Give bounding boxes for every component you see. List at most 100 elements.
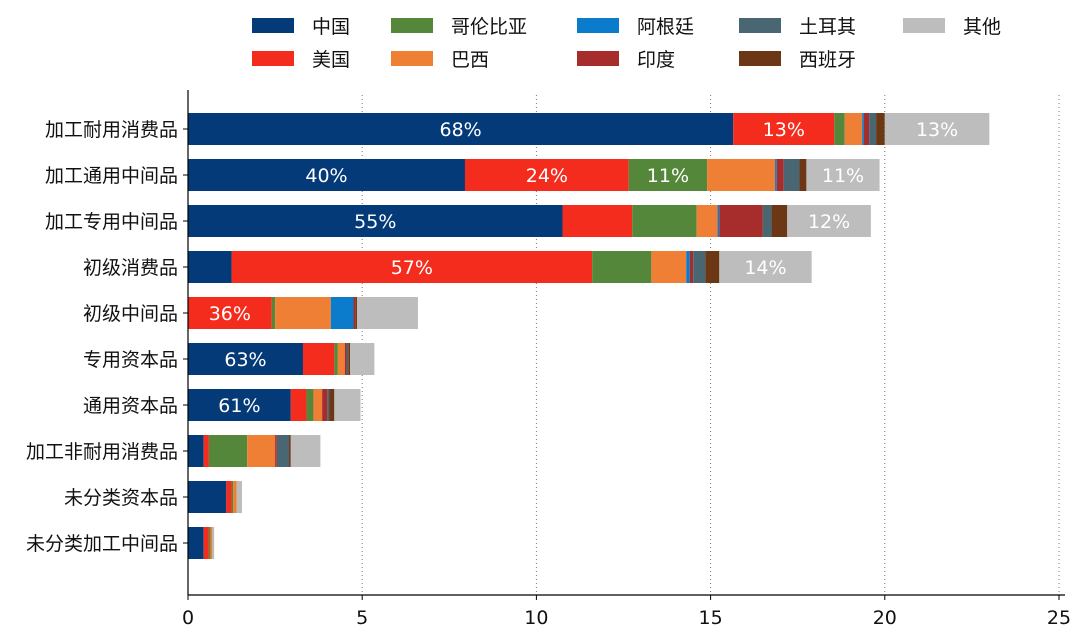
legend-swatch <box>391 51 433 66</box>
bar-segment <box>188 389 291 421</box>
bar-segment <box>275 435 277 467</box>
bar-segment <box>876 113 885 145</box>
bar-segment <box>233 481 237 513</box>
bar-segment <box>693 251 706 283</box>
category-label: 未分类加工中间品 <box>26 533 178 555</box>
bar-segment <box>356 297 418 329</box>
bar-segment <box>834 113 845 145</box>
legend-swatch <box>391 18 433 33</box>
bar-segment <box>212 527 215 559</box>
data-label: 68% <box>440 119 482 141</box>
legend-swatch <box>739 51 781 66</box>
data-label: 11% <box>822 165 864 187</box>
bar-segment <box>289 435 291 467</box>
axes: 加工耐用消费品加工通用中间品加工专用中间品初级消费品初级中间品专用资本品通用资本… <box>26 90 1071 629</box>
bar-segment <box>334 389 361 421</box>
legend-label: 中国 <box>312 16 350 38</box>
legend-label: 西班牙 <box>799 49 856 71</box>
data-label: 24% <box>526 165 568 187</box>
x-tick-label: 15 <box>699 607 723 629</box>
data-label: 11% <box>647 165 689 187</box>
bar-segment <box>346 343 349 375</box>
data-label: 61% <box>218 395 260 417</box>
category-label: 初级中间品 <box>83 303 178 325</box>
legend-swatch <box>577 51 619 66</box>
bar-segment <box>705 251 720 283</box>
bar-segment <box>869 113 877 145</box>
bar-segment <box>775 159 777 191</box>
data-label: 13% <box>916 119 958 141</box>
x-tick-label: 0 <box>182 607 194 629</box>
x-tick-label: 5 <box>356 607 368 629</box>
data-label: 14% <box>744 257 786 279</box>
bar-segment <box>348 343 351 375</box>
bar-segment <box>350 343 375 375</box>
legend-label: 土耳其 <box>799 16 856 38</box>
bar-segment <box>208 435 248 467</box>
bar-segment <box>717 205 720 237</box>
bar-segment <box>353 297 356 329</box>
bar-segment <box>188 435 204 467</box>
data-label: 55% <box>354 211 396 233</box>
bar-segment <box>276 435 290 467</box>
bars <box>188 113 990 559</box>
bar-segment <box>313 389 323 421</box>
legend-label: 印度 <box>637 49 675 71</box>
data-labels: 68% 13% 13% 40% 24% 11% 11% 55% 12% 57% 14% 36% 63% 6… <box>209 119 958 417</box>
bar-segment <box>719 205 763 237</box>
legend-swatch <box>252 51 294 66</box>
bar-segment <box>707 159 776 191</box>
bar-segment <box>787 205 871 237</box>
data-label: 36% <box>209 303 251 325</box>
bar-segment <box>799 159 807 191</box>
data-label: 12% <box>808 211 850 233</box>
bar-segment <box>188 527 204 559</box>
category-label: 初级消费品 <box>83 257 178 279</box>
x-tick-label: 10 <box>524 607 548 629</box>
bar-segment <box>844 113 863 145</box>
bar-segment <box>628 159 708 191</box>
bar-segment <box>188 205 563 237</box>
bar-segment <box>464 159 629 191</box>
bar-segment <box>306 389 314 421</box>
bar-segment <box>806 159 880 191</box>
category-label: 通用资本品 <box>83 395 178 417</box>
bar-segment <box>696 205 718 237</box>
legend-label: 阿根廷 <box>637 16 694 38</box>
bar-segment <box>632 205 697 237</box>
legend-swatch <box>252 18 294 33</box>
bar-segment <box>188 113 734 145</box>
bar-segment <box>188 159 465 191</box>
legend-label: 巴西 <box>451 49 489 71</box>
bar-segment <box>271 297 276 329</box>
bar-segment <box>210 527 213 559</box>
bar-segment <box>783 159 800 191</box>
category-label: 加工通用中间品 <box>45 165 178 187</box>
bar-segment <box>236 481 243 513</box>
data-label: 63% <box>224 349 266 371</box>
legend-label: 哥伦比亚 <box>451 16 527 38</box>
bar-segment <box>247 435 276 467</box>
bar-segment <box>322 389 328 421</box>
bar-segment <box>355 297 357 329</box>
bar-segment <box>188 343 303 375</box>
data-label: 13% <box>763 119 805 141</box>
legend-swatch <box>739 18 781 33</box>
legend-swatch <box>577 18 619 33</box>
x-tick-label: 20 <box>873 607 897 629</box>
legend-swatch <box>903 18 945 33</box>
bar-segment <box>327 389 330 421</box>
bar-segment <box>733 113 835 145</box>
bar-segment <box>592 251 652 283</box>
bar-segment <box>203 527 209 559</box>
bar-segment <box>719 251 812 283</box>
bar-segment <box>330 297 354 329</box>
category-label: 专用资本品 <box>83 349 178 371</box>
category-label: 加工耐用消费品 <box>45 119 178 141</box>
bar-segment <box>334 343 338 375</box>
bar-segment <box>231 481 234 513</box>
bar-segment <box>302 343 335 375</box>
